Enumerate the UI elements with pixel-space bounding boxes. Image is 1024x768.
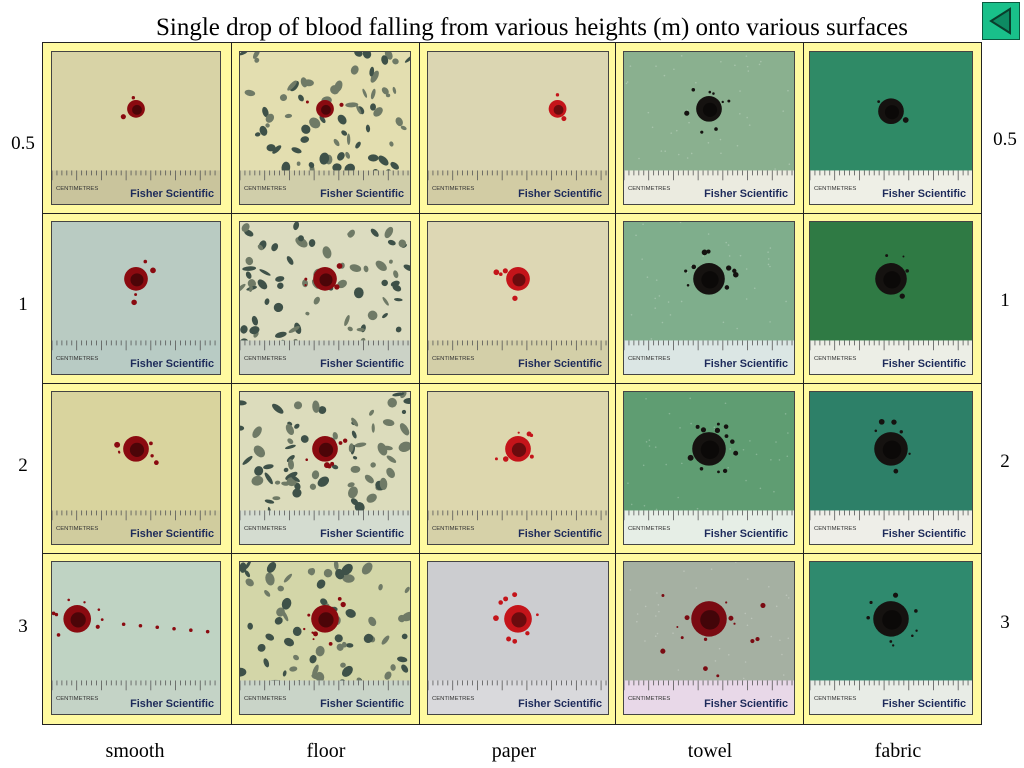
height-label-right: 3 xyxy=(1000,612,1010,633)
blood-drop-photo-floor-2: Fisher Scientific CENTIMETRES xyxy=(239,391,411,545)
svg-text:CENTIMETRES: CENTIMETRES xyxy=(432,526,474,532)
svg-text:Fisher Scientific: Fisher Scientific xyxy=(320,188,404,200)
svg-text:Fisher Scientific: Fisher Scientific xyxy=(320,698,404,710)
svg-text:Fisher Scientific: Fisher Scientific xyxy=(704,528,788,540)
grid-row-divider xyxy=(43,213,981,214)
svg-text:CENTIMETRES: CENTIMETRES xyxy=(814,696,856,702)
blood-drop-photo-fabric-3: Fisher Scientific CENTIMETRES xyxy=(809,561,973,715)
svg-text:Fisher Scientific: Fisher Scientific xyxy=(704,358,788,370)
blood-drop-photo-smooth-1: Fisher Scientific CENTIMETRES xyxy=(51,221,221,375)
svg-text:CENTIMETRES: CENTIMETRES xyxy=(814,526,856,532)
blood-drop-photo-paper-0-5: Fisher Scientific CENTIMETRES xyxy=(427,51,609,205)
blood-drop-photo-smooth-3: Fisher Scientific CENTIMETRES xyxy=(51,561,221,715)
specimen-grid: Fisher Scientific CENTIMETRES Fisher Scien… xyxy=(42,42,982,725)
svg-text:Fisher Scientific: Fisher Scientific xyxy=(704,188,788,200)
blood-drop-photo-smooth-0-5: Fisher Scientific CENTIMETRES xyxy=(51,51,221,205)
blood-drop-photo-smooth-2: Fisher Scientific CENTIMETRES xyxy=(51,391,221,545)
svg-text:CENTIMETRES: CENTIMETRES xyxy=(56,356,98,362)
blood-drop-photo-fabric-0-5: Fisher Scientific CENTIMETRES xyxy=(809,51,973,205)
svg-text:Fisher Scientific: Fisher Scientific xyxy=(130,358,214,370)
height-label-right: 1 xyxy=(1000,290,1010,311)
blood-drop-photo-towel-3: Fisher Scientific CENTIMETRES xyxy=(623,561,795,715)
svg-text:CENTIMETRES: CENTIMETRES xyxy=(814,186,856,192)
svg-text:CENTIMETRES: CENTIMETRES xyxy=(432,356,474,362)
blood-drop-photo-towel-1: Fisher Scientific CENTIMETRES xyxy=(623,221,795,375)
svg-text:Fisher Scientific: Fisher Scientific xyxy=(130,698,214,710)
blood-drop-photo-towel-0-5: Fisher Scientific CENTIMETRES xyxy=(623,51,795,205)
svg-text:CENTIMETRES: CENTIMETRES xyxy=(244,696,286,702)
svg-text:Fisher Scientific: Fisher Scientific xyxy=(882,698,966,710)
svg-text:CENTIMETRES: CENTIMETRES xyxy=(432,696,474,702)
blood-drop-photo-floor-1: Fisher Scientific CENTIMETRES xyxy=(239,221,411,375)
svg-text:CENTIMETRES: CENTIMETRES xyxy=(56,186,98,192)
surface-label-fabric: fabric xyxy=(874,740,922,762)
svg-text:Fisher Scientific: Fisher Scientific xyxy=(518,528,602,540)
svg-text:Fisher Scientific: Fisher Scientific xyxy=(518,698,602,710)
blood-drop-photo-paper-1: Fisher Scientific CENTIMETRES xyxy=(427,221,609,375)
surface-label-smooth: smooth xyxy=(105,740,165,762)
svg-text:Fisher Scientific: Fisher Scientific xyxy=(882,528,966,540)
blood-drop-photo-paper-2: Fisher Scientific CENTIMETRES xyxy=(427,391,609,545)
svg-text:CENTIMETRES: CENTIMETRES xyxy=(628,696,670,702)
svg-text:CENTIMETRES: CENTIMETRES xyxy=(244,526,286,532)
svg-text:CENTIMETRES: CENTIMETRES xyxy=(56,526,98,532)
svg-text:Fisher Scientific: Fisher Scientific xyxy=(320,358,404,370)
svg-text:Fisher Scientific: Fisher Scientific xyxy=(518,188,602,200)
svg-text:CENTIMETRES: CENTIMETRES xyxy=(628,186,670,192)
grid-row-divider xyxy=(43,553,981,554)
svg-text:CENTIMETRES: CENTIMETRES xyxy=(628,526,670,532)
triangle-left-icon xyxy=(989,7,1011,35)
height-label-left: 3 xyxy=(18,616,28,637)
grid-row-divider xyxy=(43,383,981,384)
blood-drop-photo-paper-3: Fisher Scientific CENTIMETRES xyxy=(427,561,609,715)
surface-label-towel: towel xyxy=(687,740,733,762)
blood-drop-photo-fabric-1: Fisher Scientific CENTIMETRES xyxy=(809,221,973,375)
height-label-left: 1 xyxy=(18,294,28,315)
svg-text:CENTIMETRES: CENTIMETRES xyxy=(628,356,670,362)
back-button[interactable] xyxy=(982,2,1020,40)
svg-text:Fisher Scientific: Fisher Scientific xyxy=(130,528,214,540)
svg-text:Fisher Scientific: Fisher Scientific xyxy=(882,358,966,370)
blood-drop-photo-fabric-2: Fisher Scientific CENTIMETRES xyxy=(809,391,973,545)
svg-text:CENTIMETRES: CENTIMETRES xyxy=(432,186,474,192)
height-label-left: 2 xyxy=(18,455,28,476)
svg-text:CENTIMETRES: CENTIMETRES xyxy=(814,356,856,362)
height-label-left: 0.5 xyxy=(11,133,35,154)
svg-text:Fisher Scientific: Fisher Scientific xyxy=(704,698,788,710)
blood-drop-photo-floor-0-5: Fisher Scientific CENTIMETRES xyxy=(239,51,411,205)
svg-text:CENTIMETRES: CENTIMETRES xyxy=(56,696,98,702)
blood-drop-photo-floor-3: Fisher Scientific CENTIMETRES xyxy=(239,561,411,715)
surface-label-floor: floor xyxy=(306,740,346,762)
svg-text:CENTIMETRES: CENTIMETRES xyxy=(244,186,286,192)
blood-drop-photo-towel-2: Fisher Scientific CENTIMETRES xyxy=(623,391,795,545)
svg-text:CENTIMETRES: CENTIMETRES xyxy=(244,356,286,362)
svg-text:Fisher Scientific: Fisher Scientific xyxy=(130,188,214,200)
svg-text:Fisher Scientific: Fisher Scientific xyxy=(320,528,404,540)
svg-text:Fisher Scientific: Fisher Scientific xyxy=(882,188,966,200)
height-label-right: 2 xyxy=(1000,451,1010,472)
surface-label-paper: paper xyxy=(491,740,537,762)
svg-text:Fisher Scientific: Fisher Scientific xyxy=(518,358,602,370)
slide-title: Single drop of blood falling from variou… xyxy=(156,14,908,41)
height-label-right: 0.5 xyxy=(993,129,1017,150)
